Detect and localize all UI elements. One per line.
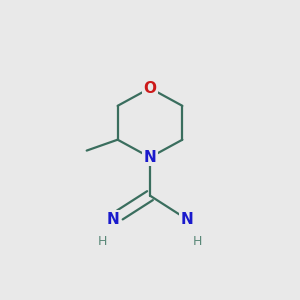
Text: N: N: [180, 212, 193, 227]
Text: H: H: [192, 235, 202, 248]
Text: N: N: [144, 150, 156, 165]
Text: H: H: [98, 235, 108, 248]
Text: N: N: [107, 212, 120, 227]
Text: O: O: [143, 81, 157, 96]
